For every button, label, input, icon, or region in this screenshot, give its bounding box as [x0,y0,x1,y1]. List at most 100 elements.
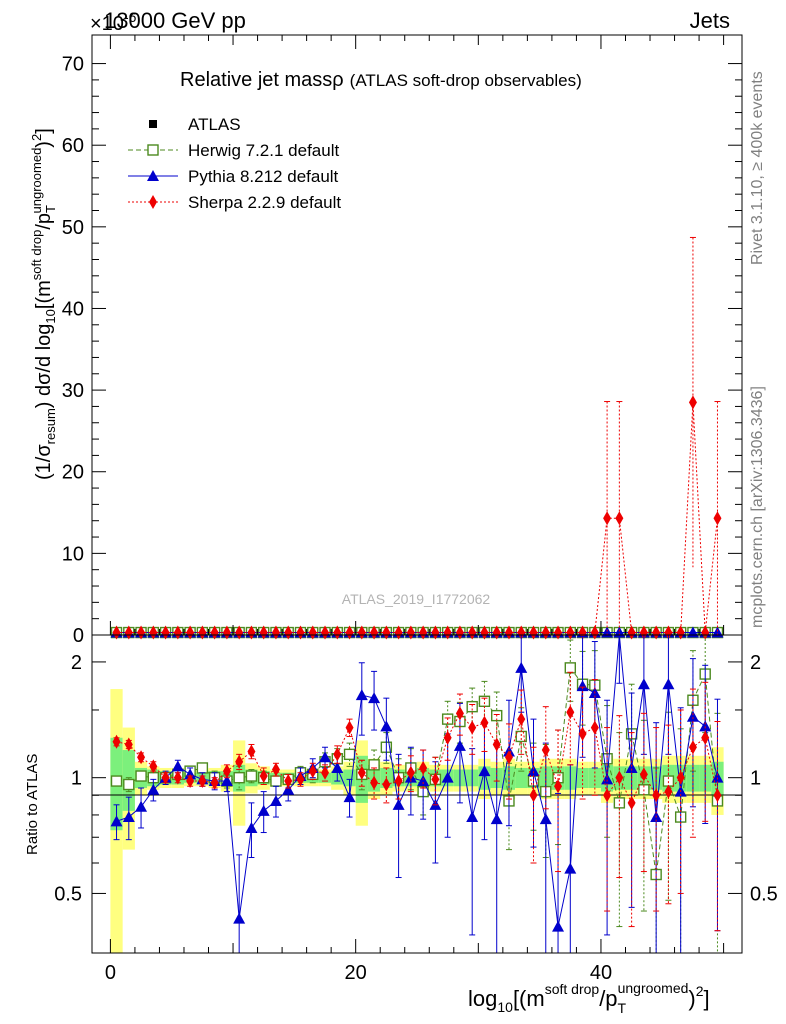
main-point-sherpa [296,625,305,640]
main-point-sherpa [603,511,612,526]
ratio-point-pythia [110,815,123,827]
ratio-point-sherpa [284,774,293,789]
ratio-point-sherpa [615,770,624,785]
ratio-point-sherpa [124,737,133,752]
ratio-point-sherpa [713,788,722,803]
legend-item-atlas: ATLAS [149,115,241,134]
ratio-point-pythia [552,920,565,932]
main-point-sherpa [149,625,158,640]
ratio-point-sherpa [333,747,342,762]
main-point-sherpa [198,625,207,640]
analysis-watermark: ATLAS_2019_I1772062 [342,591,491,607]
ratio-point-sherpa [590,720,599,735]
main-y-tick-label: 50 [62,217,84,239]
main-point-sherpa [308,625,317,640]
main-point-sherpa [357,625,366,640]
legend-marker-atlas [149,120,157,128]
ratio-point-sherpa [259,769,268,784]
main-point-sherpa [504,625,513,640]
ratio-point-sherpa [235,754,244,769]
ratio-point-pythia [122,811,135,823]
ratio-point-sherpa [321,765,330,780]
main-point-sherpa [554,625,563,640]
x-axis: 0 20 40 [105,35,725,984]
main-point-sherpa [701,625,710,640]
ratio-y-tick-label-right: 0.5 [750,883,778,905]
ratio-point-sherpa [492,737,501,752]
ratio-point-pythia [135,800,148,812]
mcplots-label: mcplots.cern.ch [arXiv:1306.3436] [749,386,766,628]
ratio-point-sherpa [541,743,550,758]
main-point-sherpa [455,625,464,640]
ratio-point-pythia [282,783,295,795]
main-plot-area [110,236,724,640]
main-y-label: (1/σresum) dσ/d log10[(msoft drop/pTungr… [29,128,58,480]
main-point-sherpa [222,625,231,640]
ratio-y-tick-label-right: 2 [750,652,761,674]
ratio-point-sherpa [676,770,685,785]
ratio-point-sherpa [406,765,415,780]
main-point-sherpa [590,625,599,640]
main-y-tick-label: 30 [62,380,84,402]
header-energy: 13000 GeV pp [104,8,246,33]
ratio-point-pythia [269,794,282,806]
ratio-point-pythia [564,862,577,874]
main-point-sherpa [333,625,342,640]
x-tick-label: 40 [590,962,612,984]
ratio-point-pythia [662,678,675,690]
ratio-point-pythia [343,791,356,803]
ratio-point-sherpa [627,795,636,810]
legend: ATLAS Herwig 7.2.1 default Pythia 8.212 de… [128,115,341,212]
ratio-band-inner [588,767,601,789]
ratio-point-sherpa [431,772,440,787]
ratio-point-herwig [135,770,147,782]
ratio-point-sherpa [345,720,354,735]
ratio-point-pythia [466,811,479,823]
main-point-sherpa [676,625,685,640]
legend-marker-pythia [147,170,159,181]
ratio-point-sherpa [308,764,317,779]
main-point-sherpa [517,625,526,640]
ratio-plot-area [110,634,724,954]
main-point-sherpa [370,625,379,640]
ratio-point-sherpa [468,720,477,735]
ratio-point-sherpa [639,767,648,782]
ratio-point-pythia [245,821,258,833]
ratio-point-sherpa [480,715,489,730]
main-point-sherpa [247,625,256,640]
ratio-band-inner [515,767,528,789]
ratio-point-herwig [196,762,209,774]
ratio-point-pythia [171,760,184,772]
ratio-point-sherpa [455,706,464,721]
ratio-y-label: Ratio to ATLAS [24,754,41,855]
ratio-point-pythia [147,783,160,795]
main-point-sherpa [382,625,391,640]
main-point-sherpa [394,625,403,640]
ratio-point-pythia [392,798,405,810]
main-point-sherpa [566,625,575,640]
ratio-point-sherpa [382,777,391,792]
ratio-point-sherpa [222,764,231,779]
ratio-point-sherpa [419,760,428,775]
ratio-point-pythia [490,813,503,825]
ratio-point-sherpa [271,762,280,777]
legend-label-pythia: Pythia 8.212 default [188,167,339,186]
ratio-point-sherpa [664,784,673,799]
ratio-point-herwig [613,797,626,809]
ratio-point-sherpa [296,772,305,787]
ratio-point-herwig [466,700,478,713]
ratio-band-inner [576,767,589,789]
ratio-point-sherpa [161,770,170,785]
ratio-point-sherpa [247,744,256,759]
ratio-point-pythia [711,771,724,783]
main-point-sherpa [345,625,354,640]
ratio-point-sherpa [529,788,538,803]
ratio-point-pythia [355,689,368,701]
ratio-point-pythia [233,912,246,924]
ratio-point-sherpa [701,730,710,745]
ratio-point-pythia [625,761,638,773]
main-point-sherpa [210,625,219,640]
ratio-point-pythia [184,768,197,780]
main-point-sherpa [235,625,244,640]
